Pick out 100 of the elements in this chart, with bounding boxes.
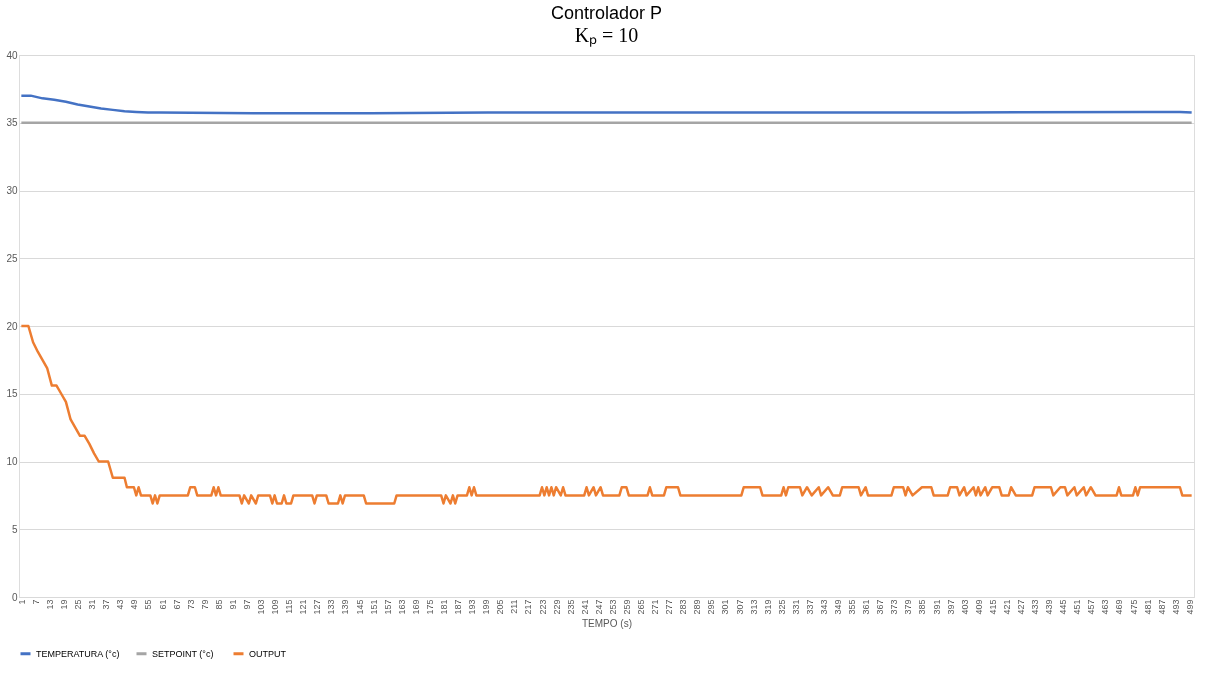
x-tick-label: 313: [748, 599, 759, 615]
x-tick-label: 55: [143, 599, 154, 610]
y-tick-label: 5: [11, 523, 18, 535]
x-tick-label: 451: [1072, 599, 1083, 615]
x-tick-label: 25: [73, 599, 84, 610]
x-tick-label: 295: [706, 599, 717, 615]
x-tick-label: 271: [650, 599, 661, 615]
x-tick-label: 67: [171, 599, 182, 610]
x-tick-label: 445: [1058, 599, 1069, 615]
y-tick-label: 25: [6, 252, 18, 264]
x-tick-label: 415: [987, 599, 998, 615]
x-tick-label: 229: [551, 599, 562, 615]
x-axis-title: TEMPO (s): [582, 617, 632, 629]
x-tick-label: 193: [467, 599, 478, 615]
x-tick-label: 1: [16, 599, 27, 605]
x-tick-label: 409: [973, 599, 984, 615]
x-tick-label: 73: [185, 599, 196, 610]
x-tick-label: 343: [818, 599, 829, 615]
x-tick-label: 115: [284, 599, 295, 614]
x-tick-label: 253: [607, 599, 618, 615]
x-tick-label: 211: [509, 599, 520, 614]
x-tick-label: 247: [593, 599, 604, 615]
x-tick-label: 187: [453, 599, 464, 615]
y-tick-label: 40: [6, 49, 18, 61]
x-tick-label: 367: [875, 599, 886, 615]
x-tick-label: 79: [199, 599, 210, 610]
x-tick-label: 61: [157, 599, 168, 610]
x-tick-label: 133: [326, 599, 337, 615]
x-tick-label: 463: [1100, 599, 1111, 615]
x-tick-label: 283: [678, 599, 689, 615]
x-tick-label: 433: [1030, 599, 1041, 615]
y-tick-label: 10: [6, 456, 18, 467]
x-tick-label: 487: [1156, 599, 1167, 615]
y-tick-label: 0: [11, 591, 18, 603]
x-tick-label: 121: [298, 599, 309, 615]
y-tick-label: 30: [6, 185, 18, 196]
legend-label: OUTPUT: [249, 648, 287, 659]
x-tick-label: 403: [959, 599, 970, 615]
x-tick-label: 103: [256, 599, 267, 615]
x-tick-label: 475: [1128, 599, 1139, 615]
x-tick-label: 379: [903, 599, 914, 615]
x-tick-label: 127: [312, 599, 323, 615]
x-tick-label: 277: [664, 599, 675, 615]
x-tick-label: 427: [1015, 599, 1026, 615]
legend-label: TEMPERATURA (°c): [36, 648, 120, 659]
x-tick-label: 223: [537, 599, 548, 615]
x-tick-label: 337: [804, 599, 815, 615]
x-tick-label: 91: [227, 599, 238, 610]
x-tick-label: 301: [720, 599, 731, 615]
x-tick-label: 157: [382, 599, 393, 615]
y-tick-label: 15: [6, 388, 18, 400]
x-tick-label: 175: [424, 599, 435, 615]
x-tick-label: 37: [101, 599, 112, 610]
x-tick-label: 265: [636, 599, 647, 615]
x-tick-label: 361: [861, 599, 872, 615]
x-tick-label: 481: [1142, 599, 1153, 615]
x-tick-label: 349: [833, 599, 844, 615]
x-tick-label: 139: [340, 599, 351, 615]
x-tick-label: 151: [368, 599, 379, 615]
x-tick-label: 421: [1001, 599, 1012, 615]
y-tick-label: 35: [6, 117, 18, 129]
x-tick-label: 181: [439, 599, 449, 615]
x-tick-label: 145: [354, 599, 365, 615]
x-tick-label: 439: [1044, 599, 1055, 615]
x-tick-label: 7: [30, 599, 41, 605]
x-tick-label: 385: [917, 599, 928, 615]
line-series: [20, 324, 1193, 505]
x-tick-label: 493: [1170, 599, 1181, 615]
x-tick-label: 499: [1184, 599, 1195, 615]
x-tick-label: 241: [579, 599, 590, 615]
x-tick-label: 259: [621, 599, 632, 615]
line-series: [20, 94, 1193, 115]
x-tick-label: 373: [889, 599, 900, 615]
x-tick-label: 391: [931, 599, 942, 615]
chart-title: Controlador P: [550, 3, 663, 23]
x-tick-label: 205: [495, 599, 506, 615]
x-tick-label: 43: [115, 599, 126, 610]
x-tick-label: 325: [776, 599, 787, 615]
x-tick-label: 319: [762, 599, 773, 615]
x-tick-label: 109: [270, 599, 281, 615]
x-tick-label: 199: [481, 599, 492, 615]
x-tick-label: 49: [129, 599, 140, 610]
x-tick-label: 457: [1086, 599, 1097, 615]
x-tick-label: 235: [565, 599, 576, 615]
x-tick-label: 85: [213, 599, 224, 610]
x-tick-label: 169: [410, 599, 421, 615]
x-tick-label: 355: [847, 599, 858, 615]
y-tick-label: 20: [6, 320, 18, 332]
x-tick-label: 289: [692, 599, 703, 615]
x-tick-label: 19: [59, 599, 70, 610]
legend-label: SETPOINT (°c): [152, 648, 214, 659]
x-tick-label: 13: [44, 599, 55, 610]
chart-subtitle: Kₚ = 10: [574, 24, 639, 47]
x-tick-label: 163: [396, 599, 407, 615]
x-tick-label: 397: [945, 599, 956, 615]
x-tick-label: 331: [790, 599, 801, 615]
x-tick-label: 31: [87, 599, 98, 610]
x-tick-label: 469: [1114, 599, 1125, 615]
x-tick-label: 217: [523, 599, 534, 615]
x-tick-label: 97: [242, 599, 252, 610]
